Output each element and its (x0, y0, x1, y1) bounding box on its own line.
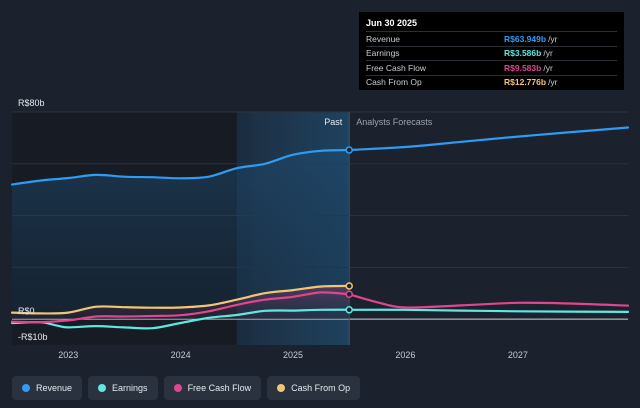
legend-label: Earnings (112, 383, 148, 393)
earnings-marker (345, 306, 353, 314)
x-tick-label: 2027 (508, 350, 528, 360)
legend-label: Revenue (36, 383, 73, 393)
legend-dot-icon (22, 384, 30, 392)
tooltip-unit: /yr (543, 62, 553, 73)
earnings-forecast-line (348, 308, 630, 313)
y-label-top: R$80b (18, 98, 45, 108)
free-cash-flow-forecast-line (348, 293, 630, 309)
legend-label: Free Cash Flow (187, 383, 252, 393)
legend-dot-icon (98, 384, 107, 392)
forecast-label: Analysts Forecasts (356, 117, 433, 127)
y-label-bottom: -R$10b (18, 332, 48, 342)
series-lines (10, 126, 630, 330)
x-tick-label: 2026 (395, 350, 415, 360)
tooltip-row-cash-from-op: Cash From Op R$12.776b/yr (366, 74, 617, 90)
x-tick-label: 2025 (283, 350, 303, 360)
revenue-marker (345, 146, 353, 154)
cash-from-op-line (10, 284, 351, 315)
tooltip-unit: /yr (548, 33, 558, 44)
tooltip-unit: /yr (548, 77, 558, 88)
tooltip-unit: /yr (543, 48, 553, 59)
legend-item-cash-from-op[interactable]: Cash From Op (267, 376, 361, 400)
legend: Revenue Earnings Free Cash Flow Cash From O… (12, 376, 361, 400)
legend-item-earnings[interactable]: Earnings (88, 376, 158, 400)
tooltip-row-revenue: Revenue R$63.949b/yr (366, 31, 617, 46)
revenue-line (10, 149, 351, 186)
legend-item-revenue[interactable]: Revenue (12, 376, 83, 400)
tooltip-value: R$9.583b (504, 62, 542, 73)
tooltip-label: Revenue (366, 33, 401, 44)
tooltip: Jun 30 2025 Revenue R$63.949b/yr Earnings R… (359, 12, 624, 90)
legend-label: Cash From Op (291, 383, 351, 393)
tooltip-rows: Revenue R$63.949b/yr Earnings R$3.586b/yr Fr… (366, 31, 617, 89)
y-label-zero: R$0 (18, 306, 35, 316)
tooltip-date: Jun 30 2025 (366, 18, 418, 28)
x-tick-label: 2024 (171, 350, 191, 360)
legend-dot-icon (173, 384, 182, 392)
cash-from-op-marker (345, 282, 353, 290)
tooltip-label: Free Cash Flow (366, 62, 426, 73)
earnings-line (10, 308, 351, 330)
tooltip-label: Cash From Op (366, 77, 422, 88)
x-tick-label: 2023 (58, 350, 78, 360)
tooltip-value: R$63.949b (504, 33, 547, 44)
axis-labels: R$80b R$0 -R$10b Past Analysts Forecasts 2023… (18, 98, 528, 360)
free-cash-flow-line (10, 291, 351, 324)
past-label: Past (324, 117, 343, 127)
tooltip-row-earnings: Earnings R$3.586b/yr (366, 45, 617, 61)
free-cash-flow-marker (345, 290, 353, 299)
revenue-area (12, 150, 350, 320)
legend-dot-icon (277, 384, 286, 392)
revenue-forecast-line (348, 126, 630, 152)
tooltip-value: R$12.776b (504, 77, 547, 88)
divider-markers (345, 146, 353, 314)
tooltip-label: Earnings (366, 48, 400, 59)
tooltip-value: R$3.586b (504, 48, 542, 59)
tooltip-row-free-cash-flow: Free Cash Flow R$9.583b/yr (366, 60, 617, 75)
legend-item-free-cash-flow[interactable]: Free Cash Flow (163, 376, 262, 400)
